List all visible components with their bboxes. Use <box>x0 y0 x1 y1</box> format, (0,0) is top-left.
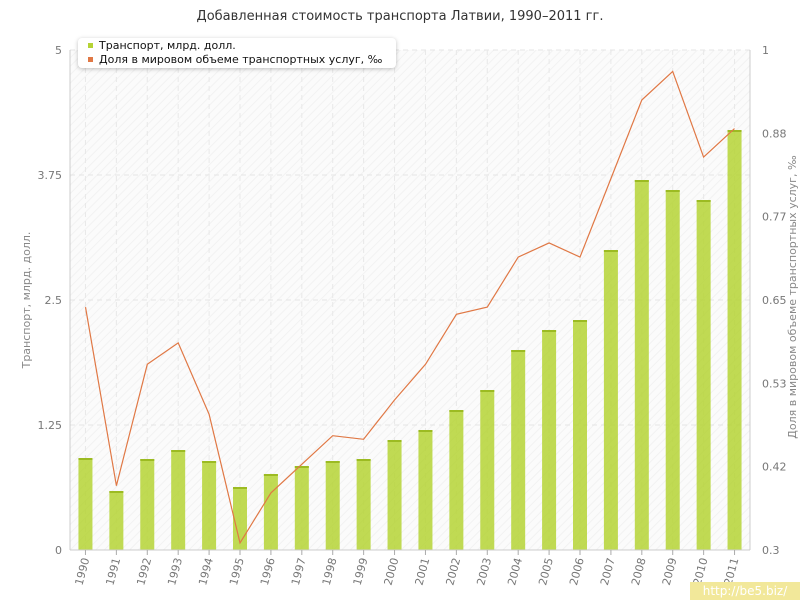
bar-cap <box>109 491 124 493</box>
legend-label-line: Доля в мировом объеме транспортных услуг… <box>99 53 383 66</box>
bar <box>418 430 433 550</box>
x-tick-label: 1990 <box>73 556 93 586</box>
legend-swatch-line <box>88 56 93 62</box>
bar-cap <box>665 190 680 192</box>
bar-cap <box>356 459 371 461</box>
bar <box>233 487 247 550</box>
chart-title: Добавленная стоимость транспорта Латвии,… <box>196 9 604 24</box>
x-tick-label: 1993 <box>165 556 185 586</box>
y-tick-label: 5 <box>55 44 62 57</box>
legend-item-line[interactable]: Доля в мировом объеме транспортных услуг… <box>88 53 382 67</box>
x-tick-label: 1995 <box>227 556 247 586</box>
bar-series <box>78 130 742 550</box>
bar <box>634 180 649 550</box>
bar <box>294 466 309 550</box>
line-series <box>84 70 735 545</box>
bar <box>109 491 124 550</box>
watermark-link[interactable]: http://be5.biz/ <box>690 582 800 600</box>
bar-cap <box>696 200 711 202</box>
bar <box>263 474 278 550</box>
bar <box>78 458 93 550</box>
x-tick-label: 1994 <box>196 556 216 586</box>
y2-tick-label: 1 <box>762 44 769 57</box>
x-tick-label: 1996 <box>258 556 278 586</box>
bar-cap <box>573 320 587 322</box>
x-tick-label: 2003 <box>474 556 494 586</box>
y-tick-label: 2.5 <box>45 294 63 307</box>
bar-cap <box>294 466 309 468</box>
y-tick-label: 0 <box>55 544 62 557</box>
x-tick-label: 1997 <box>289 556 309 586</box>
x-tick-label: 2001 <box>413 556 433 586</box>
bar <box>202 461 217 550</box>
bar-cap <box>480 390 495 392</box>
bar-cap <box>325 461 340 463</box>
x-tick-label: 1991 <box>103 556 123 586</box>
bar-cap <box>140 459 155 461</box>
y2-tick-label: 0.53 <box>762 377 787 390</box>
x-tick-label: 2007 <box>598 556 618 586</box>
y-axis-title: Транспорт, млрд. долл. <box>20 232 33 370</box>
bar-cap <box>418 430 433 432</box>
x-tick-label: 2004 <box>505 556 525 586</box>
y2-tick-label: 0.3 <box>762 544 780 557</box>
bar-cap <box>542 330 557 332</box>
bar-cap <box>634 180 649 182</box>
y-tick-label: 1.25 <box>38 419 63 432</box>
bar-cap <box>171 450 186 452</box>
bar <box>573 320 587 550</box>
x-tick-label: 2006 <box>567 556 587 586</box>
bar <box>665 190 680 550</box>
bar-cap <box>263 474 278 476</box>
legend-swatch-bars <box>88 42 93 48</box>
x-tick-label: 1999 <box>351 556 371 586</box>
bar <box>140 459 155 550</box>
bar-cap <box>202 461 217 463</box>
bar <box>387 440 402 550</box>
bar-cap <box>603 250 618 252</box>
bar-cap <box>727 130 742 132</box>
bar <box>727 130 742 550</box>
y2-axis-title: Доля в мировом объеме транспортных услуг… <box>786 155 799 439</box>
legend-item-bars[interactable]: Транспорт, млрд. долл. <box>88 39 236 53</box>
legend-label-bars: Транспорт, млрд. долл. <box>99 39 236 52</box>
bar <box>325 461 340 550</box>
bar <box>449 410 464 550</box>
x-tick-label: 1992 <box>134 556 154 586</box>
bar-cap <box>387 440 402 442</box>
legend: Транспорт, млрд. долл. Доля в мировом об… <box>78 38 396 68</box>
y2-tick-label: 0.42 <box>762 461 787 474</box>
x-tick-label: 2002 <box>443 556 463 586</box>
bar-cap <box>511 350 526 352</box>
bar <box>696 200 711 550</box>
x-tick-label: 1998 <box>320 556 340 586</box>
x-tick-label: 2008 <box>629 556 649 586</box>
bar <box>542 330 557 550</box>
bar <box>480 390 495 550</box>
bar-cap <box>78 458 93 460</box>
bar-cap <box>449 410 464 412</box>
y2-tick-label: 0.65 <box>762 294 787 307</box>
x-tick-label: 2009 <box>660 556 680 586</box>
bar <box>356 459 371 550</box>
series-line <box>84 70 735 545</box>
bar <box>171 450 186 550</box>
bar <box>603 250 618 550</box>
y-tick-label: 3.75 <box>38 169 63 182</box>
y2-tick-label: 0.77 <box>762 211 787 224</box>
x-tick-label: 2000 <box>382 556 402 586</box>
bar-cap <box>233 487 247 489</box>
y2-tick-label: 0.88 <box>762 127 787 140</box>
bar <box>511 350 526 550</box>
x-tick-label: 2005 <box>536 556 556 586</box>
